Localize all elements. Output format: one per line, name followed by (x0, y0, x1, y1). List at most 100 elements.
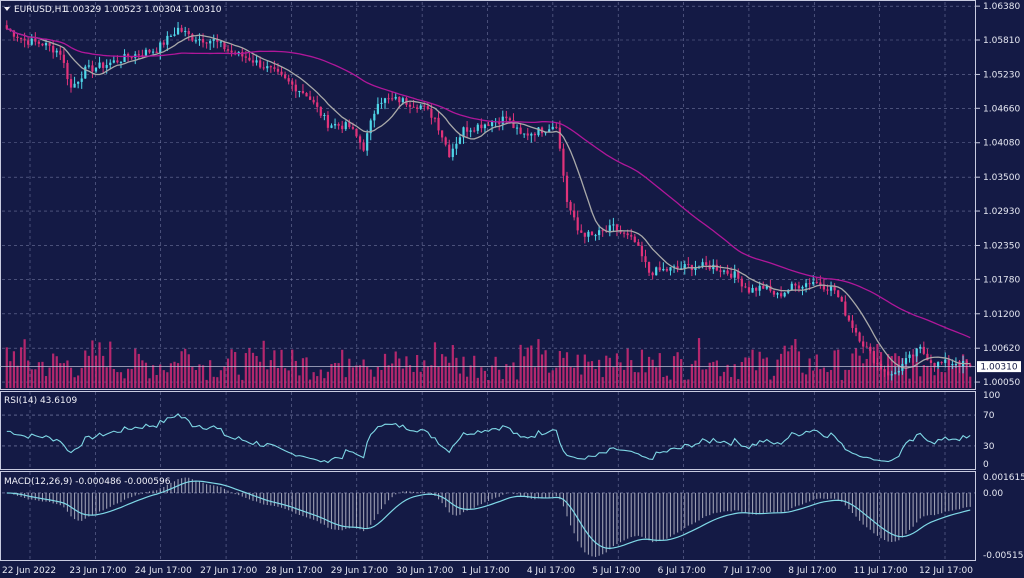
volume-bar (644, 372, 647, 388)
volume-bar (719, 376, 722, 388)
volume-bar (291, 349, 294, 388)
candle-body (762, 285, 765, 289)
volume-bar (947, 364, 950, 388)
volume-bar (858, 355, 861, 388)
candle-body (587, 231, 590, 237)
volume-bar (726, 364, 729, 388)
candle-body (344, 122, 347, 130)
volume-bar (483, 370, 487, 388)
candle-body (34, 38, 37, 42)
candle-body (594, 235, 597, 237)
candle-body (480, 124, 483, 129)
volume-bar (576, 354, 579, 388)
volume-bar (772, 375, 776, 388)
candle-body (626, 233, 629, 236)
candle-body (779, 293, 783, 297)
candle-body (419, 105, 422, 109)
candle-body (548, 129, 551, 132)
volume-bar (426, 366, 429, 388)
volume-bar (184, 348, 187, 388)
candle-body (590, 231, 594, 236)
volume-bar (672, 356, 676, 388)
time-tick-label: 30 Jun 17:00 (396, 566, 453, 576)
volume-bar (669, 379, 672, 388)
volume-bar (458, 373, 462, 388)
volume-bar (651, 359, 654, 388)
candle-body (5, 25, 8, 29)
candle-body (87, 65, 90, 67)
volume-bar (480, 367, 483, 388)
volume-bar (815, 354, 818, 388)
volume-bar (216, 377, 219, 388)
volume-bar (779, 353, 783, 388)
candle-body (62, 54, 65, 63)
price-tick-label: 1.01780 (983, 275, 1020, 285)
volume-bar (166, 372, 169, 388)
volume-bar (558, 351, 561, 388)
volume-bar (487, 379, 490, 388)
candle-body (116, 60, 119, 63)
volume-bar (27, 360, 30, 388)
volume-bar (237, 374, 240, 388)
volume-bar (209, 360, 212, 388)
volume-bar (126, 368, 130, 388)
candle-body (833, 286, 836, 291)
candle-body (305, 93, 308, 97)
volume-bar (583, 354, 586, 388)
time-tick-label: 4 Jul 17:00 (527, 566, 576, 576)
candle-body (69, 79, 73, 88)
candle-body (758, 285, 761, 291)
candle-body (59, 50, 62, 55)
volume-bar (936, 368, 940, 388)
volume-bar (523, 356, 526, 388)
candle-body (437, 117, 440, 131)
volume-bar (269, 360, 272, 388)
volume-bar (98, 342, 101, 388)
volume-bar (333, 362, 337, 388)
candle-body (794, 283, 797, 286)
candle-body (947, 359, 950, 365)
candle-body (783, 292, 786, 297)
volume-bar (462, 356, 465, 388)
candle-body (91, 65, 94, 72)
candle-body (37, 41, 41, 44)
volume-bar (769, 379, 772, 388)
ma-slow-line (6, 28, 971, 339)
volume-bar (66, 360, 69, 388)
candle-body (348, 122, 351, 128)
candle-body (155, 51, 158, 54)
volume-bar (301, 358, 305, 388)
candle-body (940, 362, 943, 364)
candle-body (815, 281, 818, 283)
volume-bar (869, 347, 872, 388)
volume-bar (919, 376, 922, 388)
volume-bar (362, 359, 365, 388)
time-tick-label: 12 Jul 17:00 (919, 566, 973, 576)
candle-body (77, 81, 80, 84)
volume-bar (180, 351, 183, 388)
candle-body (740, 278, 743, 287)
candle-body (416, 107, 419, 109)
candle-body (366, 133, 369, 151)
candle-body (241, 52, 244, 57)
time-tick-label: 8 Jul 17:00 (788, 566, 837, 576)
volume-bar (879, 352, 883, 388)
candle-body (826, 289, 829, 291)
volume-bar (515, 379, 519, 388)
volume-bar (351, 367, 355, 388)
candle-body (854, 327, 858, 333)
volume-bar (369, 369, 372, 388)
candle-body (187, 31, 190, 35)
volume-bar (155, 374, 158, 388)
volume-bar (765, 357, 768, 388)
volume-bar (358, 365, 362, 388)
volume-bar (212, 376, 215, 388)
current-price-value: 1.00310 (980, 363, 1017, 373)
candle-body (936, 362, 940, 368)
volume-bar (284, 368, 287, 388)
volume-bar (112, 368, 115, 388)
symbol-dropdown-icon[interactable] (4, 7, 10, 11)
volume-bar (287, 370, 290, 388)
time-tick-label: 11 Jul 17:00 (854, 566, 908, 576)
